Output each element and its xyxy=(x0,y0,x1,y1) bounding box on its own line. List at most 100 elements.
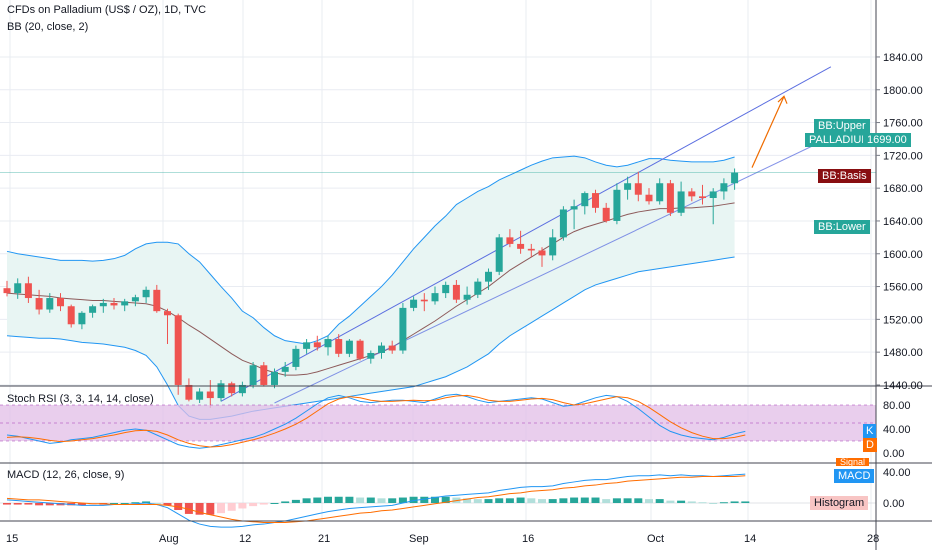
macd-histogram-bar[interactable] xyxy=(131,502,140,504)
macd-histogram-bar[interactable] xyxy=(377,498,386,503)
macd-histogram-bar[interactable] xyxy=(313,497,322,503)
macd-histogram-bar[interactable] xyxy=(538,499,546,503)
candle-body[interactable] xyxy=(57,298,64,307)
macd-histogram-bar[interactable] xyxy=(709,503,718,504)
candle-body[interactable] xyxy=(452,284,460,300)
candle-body[interactable] xyxy=(388,345,396,351)
macd-histogram-bar[interactable] xyxy=(142,501,151,503)
candle-body[interactable] xyxy=(688,191,696,197)
candle-body[interactable] xyxy=(356,340,364,359)
macd-histogram-bar[interactable] xyxy=(666,500,675,503)
candle-body[interactable] xyxy=(613,189,621,221)
macd-histogram-bar[interactable] xyxy=(227,503,236,511)
candle-body[interactable] xyxy=(570,206,578,210)
macd-histogram-bar[interactable] xyxy=(495,498,504,503)
candle-body[interactable] xyxy=(67,306,75,325)
macd-histogram-bar[interactable] xyxy=(645,499,653,503)
macd-histogram-bar[interactable] xyxy=(45,503,54,506)
candle-body[interactable] xyxy=(527,248,535,251)
macd-histogram-bar[interactable] xyxy=(110,503,118,504)
candle-body[interactable] xyxy=(3,288,11,294)
candle-body[interactable] xyxy=(410,299,418,308)
macd-histogram-bar[interactable] xyxy=(35,503,44,506)
macd-histogram-bar[interactable] xyxy=(238,503,247,509)
candle-body[interactable] xyxy=(666,183,674,213)
macd-histogram-bar[interactable] xyxy=(484,499,493,503)
candle-body[interactable] xyxy=(442,284,450,294)
candle-body[interactable] xyxy=(238,384,246,394)
candle-body[interactable] xyxy=(420,299,428,302)
candle-body[interactable] xyxy=(399,307,407,351)
macd-histogram-bar[interactable] xyxy=(634,498,643,503)
candle-body[interactable] xyxy=(185,384,193,400)
macd-histogram-bar[interactable] xyxy=(698,502,707,504)
macd-histogram-bar[interactable] xyxy=(77,503,86,506)
macd-histogram-bar[interactable] xyxy=(249,503,258,507)
macd-histogram-bar[interactable] xyxy=(719,502,728,504)
candle-body[interactable] xyxy=(656,183,664,202)
macd-histogram-bar[interactable] xyxy=(687,501,696,503)
candle-body[interactable] xyxy=(24,283,32,299)
time-axis[interactable]: 15 Aug 12 21 Sep 16 Oct 14 28 xyxy=(6,533,879,545)
candle-body[interactable] xyxy=(46,298,54,310)
candle-body[interactable] xyxy=(677,191,685,213)
candle-body[interactable] xyxy=(645,194,653,202)
macd-histogram-bar[interactable] xyxy=(356,497,365,503)
candle-body[interactable] xyxy=(634,183,642,195)
macd-histogram-bar[interactable] xyxy=(152,503,161,504)
macd-pane[interactable] xyxy=(0,473,876,528)
candle-body[interactable] xyxy=(292,348,300,367)
macd-histogram-bar[interactable] xyxy=(473,499,482,503)
candle-body[interactable] xyxy=(367,352,375,359)
candle-body[interactable] xyxy=(121,301,129,306)
macd-histogram-bar[interactable] xyxy=(398,497,407,503)
candle-body[interactable] xyxy=(260,365,268,385)
candle-body[interactable] xyxy=(581,193,589,207)
macd-histogram-bar[interactable] xyxy=(741,501,750,503)
candle-body[interactable] xyxy=(474,281,482,295)
candle-body[interactable] xyxy=(313,342,321,348)
macd-histogram-bar[interactable] xyxy=(345,496,354,503)
candle-body[interactable] xyxy=(431,293,439,302)
candle-body[interactable] xyxy=(164,311,171,316)
macd-histogram-bar[interactable] xyxy=(548,499,557,503)
candle-body[interactable] xyxy=(174,315,182,385)
candle-body[interactable] xyxy=(345,340,353,354)
macd-histogram-bar[interactable] xyxy=(163,503,172,506)
candle-body[interactable] xyxy=(495,237,503,272)
candle-body[interactable] xyxy=(206,391,214,399)
stoch-rsi-pane[interactable] xyxy=(0,393,876,449)
macd-histogram-bar[interactable] xyxy=(505,498,514,503)
macd-histogram-bar[interactable] xyxy=(463,498,472,503)
macd-histogram-bar[interactable] xyxy=(730,501,739,503)
macd-histogram-bar[interactable] xyxy=(334,496,343,503)
macd-histogram-bar[interactable] xyxy=(184,503,193,514)
candle-body[interactable] xyxy=(89,306,97,313)
candle-body[interactable] xyxy=(624,183,632,190)
macd-histogram-bar[interactable] xyxy=(441,496,450,503)
candle-body[interactable] xyxy=(559,209,567,238)
candle-body[interactable] xyxy=(324,339,332,348)
price-axis[interactable]: 1440.00 1480.00 1520.00 1560.00 1600.00 1640.… xyxy=(876,52,923,510)
macd-histogram-bar[interactable] xyxy=(559,498,568,503)
macd-histogram-bar[interactable] xyxy=(281,501,290,503)
macd-histogram-bar[interactable] xyxy=(431,496,439,503)
macd-histogram-bar[interactable] xyxy=(195,503,204,515)
candle-body[interactable] xyxy=(110,302,118,306)
macd-histogram-bar[interactable] xyxy=(24,503,33,505)
macd-histogram-bar[interactable] xyxy=(259,503,268,505)
macd-histogram-bar[interactable] xyxy=(623,498,632,503)
macd-histogram-bar[interactable] xyxy=(655,499,664,503)
macd-histogram-bar[interactable] xyxy=(270,503,279,504)
candle-body[interactable] xyxy=(281,366,289,372)
candle-body[interactable] xyxy=(153,289,161,312)
candle-body[interactable] xyxy=(196,391,204,400)
candle-body[interactable] xyxy=(378,345,385,353)
macd-histogram-bar[interactable] xyxy=(206,503,215,515)
candle-body[interactable] xyxy=(485,271,492,282)
macd-histogram-bar[interactable] xyxy=(580,497,589,503)
candle-body[interactable] xyxy=(249,365,257,385)
candle-body[interactable] xyxy=(549,237,557,256)
candle-body[interactable] xyxy=(303,342,311,349)
candle-body[interactable] xyxy=(142,289,150,298)
